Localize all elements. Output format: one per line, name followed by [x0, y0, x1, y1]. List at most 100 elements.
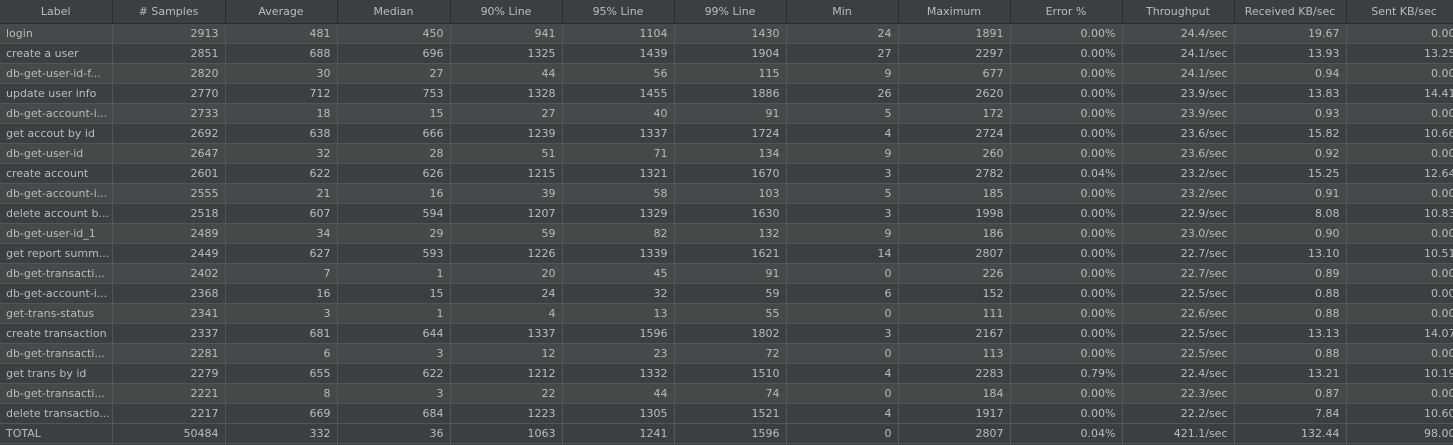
cell-line-95: 58	[562, 183, 675, 204]
column-header-error-pct[interactable]: Error %	[1010, 0, 1123, 24]
cell-sent-kb: 0.00	[1346, 143, 1453, 164]
cell-average: 607	[225, 203, 338, 224]
cell-received-kb: 13.21	[1234, 363, 1347, 384]
cell-line-90: 941	[450, 23, 563, 44]
cell-maximum: 152	[898, 283, 1011, 304]
column-header-throughput[interactable]: Throughput	[1122, 0, 1235, 24]
cell-median: 696	[337, 43, 451, 64]
cell-samples: 2601	[112, 163, 226, 184]
cell-error-pct: 0.00%	[1010, 83, 1123, 104]
table-row[interactable]: create a user 2851 688 696 1325 1439 1904 27 229…	[0, 43, 1453, 64]
cell-min: 3	[786, 203, 899, 224]
table-row[interactable]: db-get-user-id-f... 2820 30 27 44 56 115 9 677 0.…	[0, 63, 1453, 84]
cell-maximum: 2283	[898, 363, 1011, 384]
cell-min: 0	[786, 343, 899, 364]
cell-received-kb: 0.90	[1234, 223, 1347, 244]
cell-min: 26	[786, 83, 899, 104]
column-header-maximum[interactable]: Maximum	[898, 0, 1011, 24]
table-row[interactable]: db-get-account-i... 2368 16 15 24 32 59 6 152 0.0…	[0, 283, 1453, 304]
column-header-line-95[interactable]: 95% Line	[562, 0, 675, 24]
column-header-received-kb[interactable]: Received KB/sec	[1234, 0, 1347, 24]
column-header-min[interactable]: Min	[786, 0, 899, 24]
table-row[interactable]: get trans by id 2279 655 622 1212 1332 1510 4 22…	[0, 363, 1453, 384]
cell-throughput: 22.3/sec	[1122, 383, 1235, 404]
cell-min: 5	[786, 103, 899, 124]
table-row[interactable]: get-trans-status 2341 3 1 4 13 55 0 111 0.00% 22.6…	[0, 303, 1453, 324]
column-header-sent-kb[interactable]: Sent KB/sec	[1346, 0, 1453, 24]
total-cell-label: TOTAL	[0, 423, 113, 444]
cell-maximum: 1998	[898, 203, 1011, 224]
table-row[interactable]: create account 2601 622 626 1215 1321 1670 3 278…	[0, 163, 1453, 184]
cell-error-pct: 0.79%	[1010, 363, 1123, 384]
cell-line-95: 45	[562, 263, 675, 284]
cell-error-pct: 0.00%	[1010, 203, 1123, 224]
column-header-samples[interactable]: # Samples	[112, 0, 226, 24]
total-row[interactable]: TOTAL 50484 332 36 1063 1241 1596 0 2807 0.04% 421…	[0, 423, 1453, 444]
cell-label: login	[0, 23, 113, 44]
cell-label: create a user	[0, 43, 113, 64]
cell-samples: 2368	[112, 283, 226, 304]
cell-sent-kb: 14.07	[1346, 323, 1453, 344]
table-row[interactable]: db-get-user-id_1 2489 34 29 59 82 132 9 186 0.00%…	[0, 223, 1453, 244]
cell-error-pct: 0.00%	[1010, 103, 1123, 124]
table-row[interactable]: update user info 2770 712 753 1328 1455 1886 26…	[0, 83, 1453, 104]
cell-label: db-get-transacti...	[0, 343, 113, 364]
cell-line-99: 1521	[674, 403, 787, 424]
column-header-average[interactable]: Average	[225, 0, 338, 24]
cell-average: 21	[225, 183, 338, 204]
cell-average: 681	[225, 323, 338, 344]
cell-line-90: 12	[450, 343, 563, 364]
column-header-line-99[interactable]: 99% Line	[674, 0, 787, 24]
cell-samples: 2221	[112, 383, 226, 404]
column-header-median[interactable]: Median	[337, 0, 451, 24]
cell-samples: 2518	[112, 203, 226, 224]
table-row[interactable]: db-get-account-i... 2733 18 15 27 40 91 5 172 0.0…	[0, 103, 1453, 124]
table-row[interactable]: create transaction 2337 681 644 1337 1596 1802…	[0, 323, 1453, 344]
cell-line-90: 22	[450, 383, 563, 404]
cell-maximum: 2167	[898, 323, 1011, 344]
cell-line-90: 24	[450, 283, 563, 304]
cell-line-90: 39	[450, 183, 563, 204]
total-cell-average: 332	[225, 423, 338, 444]
cell-throughput: 22.5/sec	[1122, 323, 1235, 344]
cell-average: 8	[225, 383, 338, 404]
cell-median: 3	[337, 343, 451, 364]
total-cell-error-pct: 0.04%	[1010, 423, 1123, 444]
table-row[interactable]: get report summ... 2449 627 593 1226 1339 1621…	[0, 243, 1453, 264]
cell-line-90: 51	[450, 143, 563, 164]
cell-line-90: 1212	[450, 363, 563, 384]
cell-maximum: 677	[898, 63, 1011, 84]
cell-maximum: 111	[898, 303, 1011, 324]
cell-line-99: 1510	[674, 363, 787, 384]
cell-line-95: 1439	[562, 43, 675, 64]
cell-received-kb: 0.88	[1234, 283, 1347, 304]
cell-line-99: 132	[674, 223, 787, 244]
table-row[interactable]: get accout by id 2692 638 666 1239 1337 1724 4 2…	[0, 123, 1453, 144]
table-row[interactable]: db-get-user-id 2647 32 28 51 71 134 9 260 0.00% 23…	[0, 143, 1453, 164]
cell-maximum: 260	[898, 143, 1011, 164]
column-header-line-90[interactable]: 90% Line	[450, 0, 563, 24]
cell-median: 626	[337, 163, 451, 184]
table-row[interactable]: db-get-transacti... 2281 6 3 12 23 72 0 113 0.00%…	[0, 343, 1453, 364]
cell-throughput: 22.6/sec	[1122, 303, 1235, 324]
cell-error-pct: 0.00%	[1010, 183, 1123, 204]
table-row[interactable]: db-get-transacti... 2402 7 1 20 45 91 0 226 0.00%…	[0, 263, 1453, 284]
cell-line-99: 103	[674, 183, 787, 204]
table-row[interactable]: delete transactio... 2217 669 684 1223 1305 15…	[0, 403, 1453, 424]
total-cell-line-99: 1596	[674, 423, 787, 444]
table-row[interactable]: db-get-transacti... 2221 8 3 22 44 74 0 184 0.00%…	[0, 383, 1453, 404]
total-cell-maximum: 2807	[898, 423, 1011, 444]
cell-samples: 2851	[112, 43, 226, 64]
cell-line-90: 4	[450, 303, 563, 324]
table-row[interactable]: db-get-account-i... 2555 21 16 39 58 103 5 185 0.…	[0, 183, 1453, 204]
cell-line-90: 1239	[450, 123, 563, 144]
cell-average: 622	[225, 163, 338, 184]
cell-line-95: 1321	[562, 163, 675, 184]
table-row[interactable]: delete account b... 2518 607 594 1207 1329 163…	[0, 203, 1453, 224]
table-row[interactable]: login 2913 481 450 941 1104 1430 24 1891 0.00% 24.…	[0, 23, 1453, 44]
total-cell-throughput: 421.1/sec	[1122, 423, 1235, 444]
column-header-label[interactable]: Label	[0, 0, 113, 24]
cell-error-pct: 0.00%	[1010, 143, 1123, 164]
cell-median: 753	[337, 83, 451, 104]
cell-line-95: 1339	[562, 243, 675, 264]
